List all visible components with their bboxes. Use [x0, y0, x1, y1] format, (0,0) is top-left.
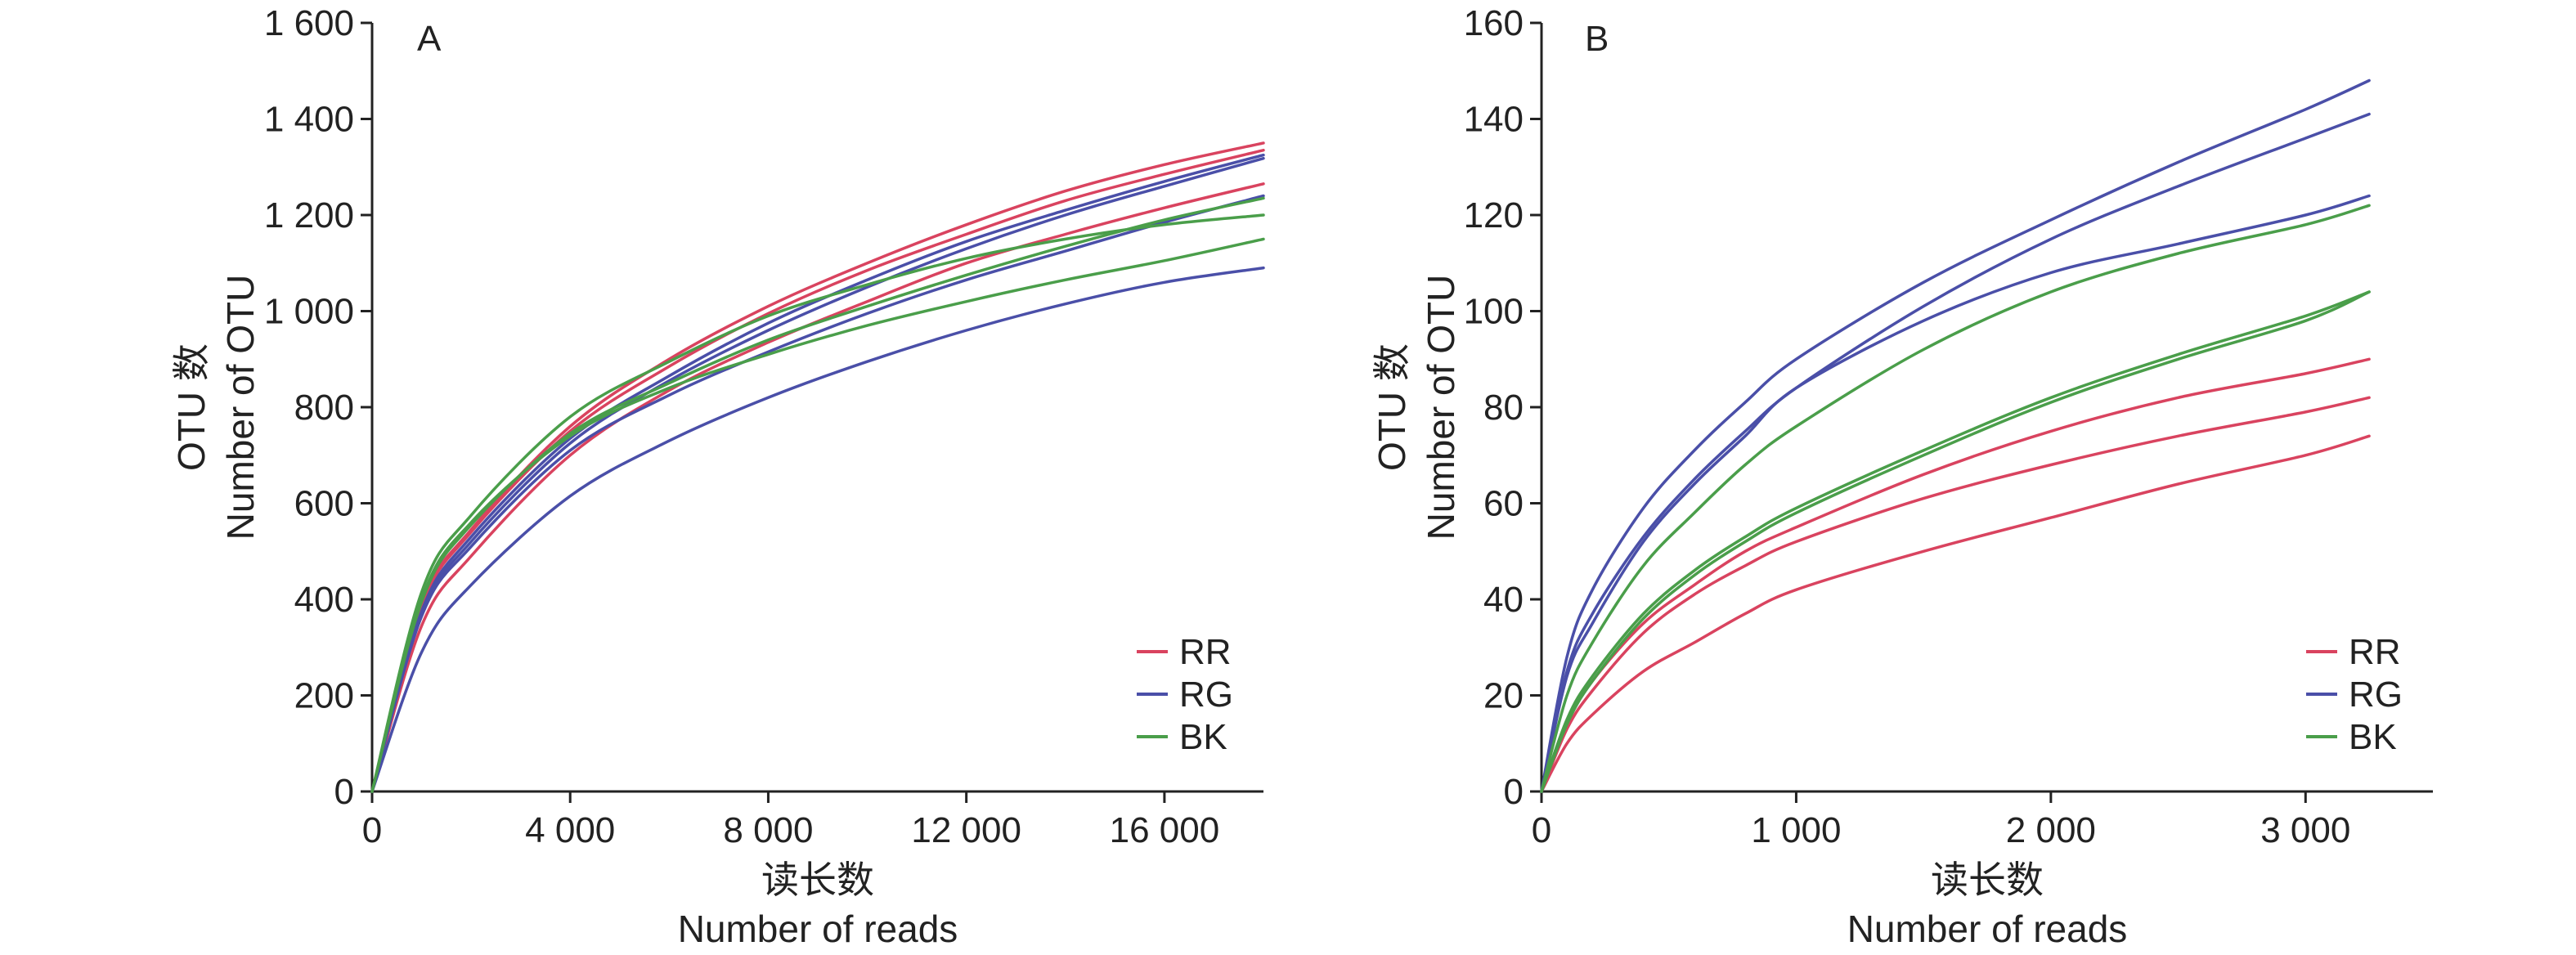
y-tick-label: 1 400	[264, 100, 354, 140]
x-tick-label: 1 000	[1751, 810, 1841, 850]
x-tick-label: 0	[362, 810, 382, 850]
series-line-bk	[370, 237, 1265, 793]
x-axis-title-cn: 读长数	[761, 859, 874, 901]
legend-label-rg: RG	[2349, 675, 2403, 715]
y-tick-label: 100	[1464, 292, 1524, 332]
legend-label-bk: BK	[1179, 717, 1227, 757]
y-tick-label: 20	[1483, 676, 1524, 716]
y-axis-title: Number of OTU	[219, 275, 262, 540]
y-tick-label: 140	[1464, 100, 1524, 140]
x-axis-title: Number of reads	[1847, 908, 2128, 950]
y-axis-title-cn: OTU 数	[1371, 343, 1413, 471]
chart-panel-a: 0 200 400 600 800 1 000 1 200 1 400 1 600 0 4 000 8…	[170, 3, 1265, 950]
y-tick-label: 80	[1483, 388, 1524, 428]
y-tick-label: 0	[334, 772, 354, 812]
series-line-rr	[370, 148, 1265, 793]
series-line-rg	[1540, 194, 2371, 793]
y-tick-label: 60	[1483, 484, 1524, 524]
x-tick-label: 8 000	[723, 810, 813, 850]
x-tick-label: 4 000	[525, 810, 615, 850]
y-tick-label: 400	[294, 580, 354, 620]
series-line-rg	[370, 156, 1265, 793]
series-line-bk	[1540, 204, 2371, 793]
series-line-bk	[1540, 290, 2371, 793]
panel-label: B	[1585, 19, 1609, 59]
series-line-bk	[370, 213, 1265, 793]
x-axis-title: Number of reads	[678, 908, 958, 950]
y-tick-label: 600	[294, 484, 354, 524]
legend-label-rr: RR	[1179, 632, 1232, 672]
legend-label-rg: RG	[1179, 675, 1233, 715]
series-line-rr	[370, 182, 1265, 793]
y-tick-label: 800	[294, 388, 354, 428]
y-tick-label: 1 000	[264, 292, 354, 332]
series-line-rg	[1540, 78, 2371, 793]
legend-label-rr: RR	[2349, 632, 2401, 672]
y-axis-title: Number of OTU	[1420, 275, 1462, 540]
series-line-rg	[370, 194, 1265, 793]
series-line-rg	[1540, 112, 2371, 793]
series-line-bk	[1540, 290, 2371, 793]
x-tick-label: 3 000	[2260, 810, 2350, 850]
series-line-rr	[1540, 434, 2371, 793]
series-line-rr	[370, 141, 1265, 793]
y-tick-label: 160	[1464, 3, 1524, 43]
chart-panel-b: 0 20 40 60 80 100 120 140 160 0 1 000 2 000 3 000 B 读长…	[1371, 3, 2433, 950]
y-tick-label: 1 200	[264, 195, 354, 235]
y-tick-label: 120	[1464, 195, 1524, 235]
x-tick-label: 16 000	[1110, 810, 1220, 850]
y-tick-label: 0	[1504, 772, 1524, 812]
series-line-bk	[370, 196, 1265, 793]
y-tick-label: 40	[1483, 580, 1524, 620]
x-tick-label: 0	[1532, 810, 1551, 850]
y-tick-label: 1 600	[264, 3, 354, 43]
x-axis-title-cn: 读长数	[1931, 859, 2044, 901]
series-line-rg	[370, 153, 1265, 793]
y-axis-title-cn: OTU 数	[170, 343, 213, 471]
series-line-rr	[1540, 396, 2371, 793]
legend-label-bk: BK	[2349, 717, 2397, 757]
x-tick-label: 12 000	[911, 810, 1021, 850]
panel-label: A	[417, 19, 442, 59]
y-tick-label: 200	[294, 676, 354, 716]
series-line-rg	[370, 266, 1265, 793]
x-tick-label: 2 000	[2006, 810, 2096, 850]
